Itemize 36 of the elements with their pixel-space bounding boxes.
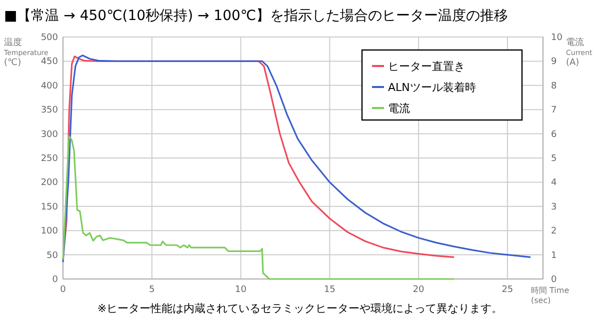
y-tick-label: 500 [40, 33, 58, 43]
y2-tick-label: 8 [551, 81, 557, 92]
y-tick-label: 200 [40, 178, 58, 188]
legend-label: 電流 [388, 102, 410, 115]
y-tick-label: 300 [40, 130, 58, 140]
y-tick-label: 450 [40, 57, 58, 68]
x-tick-label: 20 [412, 285, 425, 295]
y-tick-label: 0 [52, 275, 58, 285]
x-axis-title: 時間 Time (sec) [531, 286, 570, 305]
x-tick-label: 25 [502, 285, 514, 295]
legend-label: ヒーター直置き [388, 60, 465, 73]
x-tick-label: 10 [235, 285, 247, 295]
line-series [62, 54, 532, 263]
x-tick-label: 0 [60, 285, 66, 295]
y2-tick-label: 9 [551, 57, 557, 68]
y2-tick-label: 7 [551, 106, 557, 116]
y2-tick-label: 6 [551, 130, 557, 140]
legend-label: ALNツール装着時 [388, 81, 476, 94]
y-tick-label: 100 [40, 226, 58, 237]
y-tick-label: 50 [46, 250, 58, 261]
line-series [62, 135, 455, 280]
y2-tick-label: 2 [551, 226, 557, 237]
chart-title: ■【常温 → 450℃(10秒保持) → 100℃】を指示した場合のヒーター温度の推移 [4, 8, 508, 24]
y2-tick-label: 10 [551, 33, 563, 43]
y-tick-label: 400 [40, 81, 58, 92]
y2-tick-label: 0 [551, 275, 557, 285]
y2-tick-label: 5 [551, 154, 557, 164]
text: ※ヒーター性能は内蔵されているセラミックヒーターや環境によって異なります。 [97, 302, 503, 315]
x-tick-label: 5 [149, 285, 155, 295]
y2-tick-label: 3 [551, 202, 557, 212]
y2-tick-label: 4 [551, 178, 557, 188]
x-tick-label: 15 [324, 285, 336, 295]
y2-tick-label: 1 [551, 250, 557, 261]
y-tick-label: 150 [40, 202, 58, 212]
y-tick-label: 250 [40, 154, 58, 164]
y-tick-label: 350 [40, 106, 58, 116]
